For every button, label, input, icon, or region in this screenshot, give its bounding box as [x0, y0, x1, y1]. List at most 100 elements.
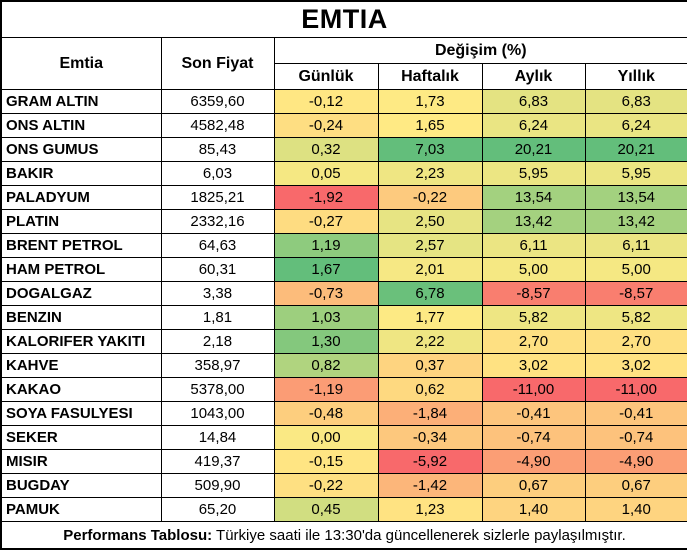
change-cell-aylik: 20,21	[481, 137, 586, 162]
change-cell-yillik: 2,70	[584, 329, 687, 354]
commodity-name-cell: KALORIFER YAKITI	[0, 329, 162, 354]
commodity-name-cell: GRAM ALTIN	[0, 89, 162, 114]
last-price-cell: 65,20	[160, 497, 275, 522]
change-cell-gunluk: 0,45	[273, 497, 379, 522]
change-cell-haftalik: 1,65	[377, 113, 483, 138]
change-cell-gunluk: -0,22	[273, 473, 379, 498]
commodity-name-cell: KAKAO	[0, 377, 162, 402]
commodity-name-cell: PALADYUM	[0, 185, 162, 210]
commodity-name-cell: KAHVE	[0, 353, 162, 378]
table-row: BENZIN 1,81 1,03 1,77 5,82 5,82	[0, 305, 687, 330]
change-cell-gunluk: -0,27	[273, 209, 379, 234]
footer-row: Performans Tablosu: Türkiye saati ile 13…	[0, 521, 687, 550]
change-cell-aylik: 6,24	[481, 113, 586, 138]
table-row: ONS ALTIN 4582,48 -0,24 1,65 6,24 6,24	[0, 113, 687, 138]
table-row: SEKER 14,84 0,00 -0,34 -0,74 -0,74	[0, 425, 687, 450]
change-cell-yillik: 1,40	[584, 497, 687, 522]
change-cell-aylik: 5,95	[481, 161, 586, 186]
title-row: EMTIA	[0, 0, 687, 38]
commodity-name-cell: BAKIR	[0, 161, 162, 186]
last-price-cell: 1,81	[160, 305, 275, 330]
change-cell-yillik: 5,95	[584, 161, 687, 186]
change-cell-gunluk: 0,82	[273, 353, 379, 378]
column-header-aylik: Aylık	[481, 63, 586, 90]
change-cell-yillik: 6,83	[584, 89, 687, 114]
footer-note-text: Türkiye saati ile 13:30'da güncellenerek…	[212, 526, 626, 544]
change-cell-yillik: 0,67	[584, 473, 687, 498]
column-header-son-fiyat: Son Fiyat	[160, 37, 275, 90]
table-row: MISIR 419,37 -0,15 -5,92 -4,90 -4,90	[0, 449, 687, 474]
table-row: BAKIR 6,03 0,05 2,23 5,95 5,95	[0, 161, 687, 186]
change-cell-gunluk: 1,19	[273, 233, 379, 258]
change-cell-aylik: -0,41	[481, 401, 586, 426]
change-cell-gunluk: -0,12	[273, 89, 379, 114]
table-row: GRAM ALTIN 6359,60 -0,12 1,73 6,83 6,83	[0, 89, 687, 114]
change-cell-haftalik: 0,62	[377, 377, 483, 402]
change-cell-yillik: -4,90	[584, 449, 687, 474]
change-cell-gunluk: -0,15	[273, 449, 379, 474]
last-price-cell: 6359,60	[160, 89, 275, 114]
commodity-name-cell: ONS GUMUS	[0, 137, 162, 162]
change-cell-yillik: 20,21	[584, 137, 687, 162]
change-cell-haftalik: 1,73	[377, 89, 483, 114]
commodity-name-cell: BUGDAY	[0, 473, 162, 498]
change-cell-yillik: 6,11	[584, 233, 687, 258]
change-cell-aylik: -8,57	[481, 281, 586, 306]
change-cell-gunluk: 1,67	[273, 257, 379, 282]
change-cell-haftalik: 2,01	[377, 257, 483, 282]
last-price-cell: 2332,16	[160, 209, 275, 234]
change-cell-haftalik: -1,42	[377, 473, 483, 498]
change-cell-aylik: 1,40	[481, 497, 586, 522]
change-cell-yillik: 6,24	[584, 113, 687, 138]
last-price-cell: 509,90	[160, 473, 275, 498]
column-header-emtia: Emtia	[0, 37, 162, 90]
change-cell-haftalik: 2,23	[377, 161, 483, 186]
change-cell-aylik: 13,54	[481, 185, 586, 210]
change-cell-aylik: -11,00	[481, 377, 586, 402]
last-price-cell: 4582,48	[160, 113, 275, 138]
column-header-yillik: Yıllık	[584, 63, 687, 90]
last-price-cell: 419,37	[160, 449, 275, 474]
change-cell-haftalik: -5,92	[377, 449, 483, 474]
footer-note-label: Performans Tablosu:	[63, 526, 213, 544]
change-cell-aylik: -4,90	[481, 449, 586, 474]
table-row: KAKAO 5378,00 -1,19 0,62 -11,00 -11,00	[0, 377, 687, 402]
last-price-cell: 14,84	[160, 425, 275, 450]
change-cell-yillik: 13,54	[584, 185, 687, 210]
commodity-name-cell: SEKER	[0, 425, 162, 450]
header-row-1: Emtia Son Fiyat Değişim (%)	[0, 37, 687, 90]
page-title: EMTIA	[0, 0, 687, 38]
commodity-name-cell: HAM PETROL	[0, 257, 162, 282]
commodity-name-cell: MISIR	[0, 449, 162, 474]
change-cell-yillik: -11,00	[584, 377, 687, 402]
last-price-cell: 2,18	[160, 329, 275, 354]
table-row: PAMUK 65,20 0,45 1,23 1,40 1,40	[0, 497, 687, 522]
change-cell-haftalik: 2,22	[377, 329, 483, 354]
last-price-cell: 85,43	[160, 137, 275, 162]
table-row: ONS GUMUS 85,43 0,32 7,03 20,21 20,21	[0, 137, 687, 162]
change-cell-haftalik: -0,22	[377, 185, 483, 210]
change-cell-aylik: 13,42	[481, 209, 586, 234]
table-row: BUGDAY 509,90 -0,22 -1,42 0,67 0,67	[0, 473, 687, 498]
last-price-cell: 5378,00	[160, 377, 275, 402]
table-row: HAM PETROL 60,31 1,67 2,01 5,00 5,00	[0, 257, 687, 282]
change-cell-haftalik: 1,77	[377, 305, 483, 330]
commodity-name-cell: SOYA FASULYESI	[0, 401, 162, 426]
change-cell-gunluk: -0,48	[273, 401, 379, 426]
table-row: PLATIN 2332,16 -0,27 2,50 13,42 13,42	[0, 209, 687, 234]
change-cell-gunluk: -0,73	[273, 281, 379, 306]
footer-note: Performans Tablosu: Türkiye saati ile 13…	[0, 521, 687, 550]
change-cell-haftalik: 1,23	[377, 497, 483, 522]
last-price-cell: 60,31	[160, 257, 275, 282]
commodity-name-cell: DOGALGAZ	[0, 281, 162, 306]
change-cell-aylik: 2,70	[481, 329, 586, 354]
change-cell-haftalik: 2,50	[377, 209, 483, 234]
table-row: BRENT PETROL 64,63 1,19 2,57 6,11 6,11	[0, 233, 687, 258]
change-cell-yillik: 3,02	[584, 353, 687, 378]
change-cell-haftalik: 6,78	[377, 281, 483, 306]
last-price-cell: 1043,00	[160, 401, 275, 426]
last-price-cell: 1825,21	[160, 185, 275, 210]
column-header-haftalik: Haftalık	[377, 63, 483, 90]
change-cell-gunluk: 1,30	[273, 329, 379, 354]
